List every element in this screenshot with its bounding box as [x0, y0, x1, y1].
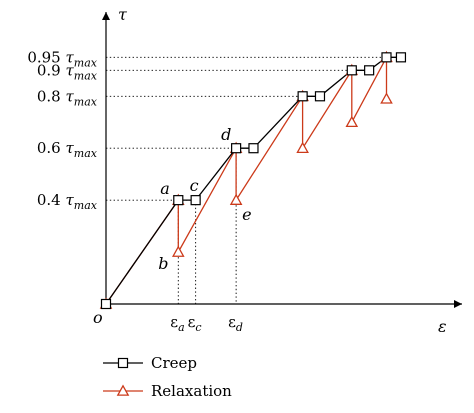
legend-marker-triangle: [116, 384, 130, 396]
relaxation-point: [380, 92, 393, 104]
y-tick-label: 0.4 τmax: [37, 191, 98, 212]
creep-point: [100, 298, 112, 310]
creep-point: [314, 91, 326, 102]
relaxation-point: [229, 193, 243, 205]
x-axis-symbol: ε: [438, 317, 447, 336]
point-label-c: c: [190, 176, 199, 195]
x-tick-label: εa: [170, 313, 184, 334]
creep-point: [381, 52, 392, 63]
x-tick-label: εc: [188, 313, 202, 334]
creep-point: [231, 143, 242, 154]
relaxation-line: [105, 56, 388, 305]
relaxation-point: [171, 245, 185, 257]
y-axis-symbol: τ: [118, 5, 128, 24]
relaxation-point: [296, 141, 309, 154]
point-label-e: e: [242, 205, 251, 224]
creep-point: [190, 195, 201, 206]
creep-point: [346, 65, 357, 76]
legend-label-relaxation: Relaxation: [151, 382, 232, 400]
y-tick-label: 0.9 τmax: [37, 61, 98, 82]
y-tick-label: 0.6 τmax: [37, 139, 98, 160]
creep-point: [364, 65, 375, 76]
creep-point: [297, 91, 308, 102]
origin-label: o: [93, 308, 103, 327]
y-tick-label: 0.8 τmax: [37, 87, 98, 108]
point-label-d: d: [221, 125, 231, 144]
relaxation-point: [345, 115, 359, 128]
legend-marker-square: [117, 357, 129, 369]
legend-label-creep: Creep: [151, 354, 197, 372]
y-tick-label: 0.95 τmax: [27, 48, 97, 69]
point-label-a: a: [160, 179, 170, 198]
point-label-b: b: [158, 254, 168, 273]
creep-point: [173, 195, 184, 206]
creep-point: [395, 52, 407, 63]
creep-line: [105, 56, 401, 305]
creep-point: [248, 143, 259, 154]
x-tick-label: εd: [228, 313, 243, 334]
